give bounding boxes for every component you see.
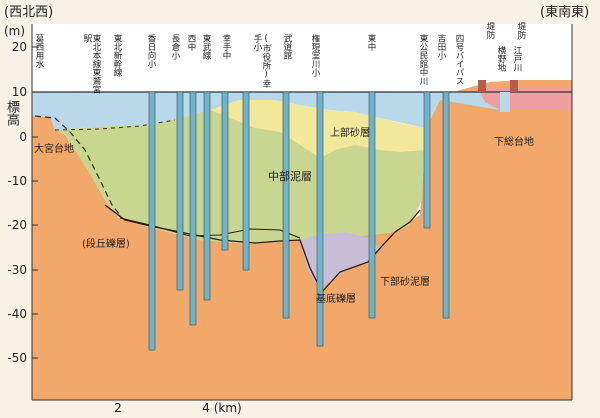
well-label: 吉田小 — [436, 34, 446, 60]
y-tick-label: -30 — [7, 263, 27, 277]
well-label: 東北本線東鷲宮駅 — [82, 34, 101, 94]
y-tick-labels: 20 10 0 -10 -20 -30 -40 -50 — [7, 40, 27, 365]
well-label: 東中 — [366, 34, 376, 51]
dike-left — [478, 80, 486, 92]
x-tick-4: 4 (km) — [202, 401, 241, 414]
well-label: 四号バイパス — [454, 34, 464, 85]
layer-middle-mud: 中部泥層 — [268, 169, 312, 183]
y-axis-title: 標高 — [4, 100, 19, 126]
borehole-column — [203, 91, 211, 301]
surface-feature-label: 堤防 — [516, 22, 526, 39]
well-label: 葛西用水 — [34, 34, 44, 68]
borehole-column — [148, 91, 156, 351]
well-label: 西中 — [186, 34, 196, 51]
top-alluvium — [32, 92, 572, 130]
label-east: (東南東) — [540, 4, 589, 20]
layer-terrace: (段丘礫層) — [82, 237, 130, 250]
label-west: (西北西) — [4, 5, 53, 20]
y-tick-label: -20 — [7, 218, 27, 232]
well-label: 東公民館中川 — [418, 34, 428, 85]
well-label: 東武線 — [201, 34, 211, 60]
terrace-dash-upper — [54, 119, 176, 131]
surface-feature-label: 横野地 — [496, 46, 506, 72]
layer-omiya: 大宮台地 — [34, 142, 74, 155]
label-unit: (m) — [4, 24, 25, 38]
borehole-column — [176, 91, 184, 291]
y-tick-label: -40 — [7, 307, 27, 321]
y-tick-label: 10 — [12, 85, 27, 99]
y-tick-label: -10 — [7, 174, 27, 188]
layer-upper-sand: 上部砂層 — [330, 126, 370, 139]
borehole-column — [442, 91, 450, 319]
well-label: 香日向小 — [146, 34, 156, 68]
well-label: 東北新幹線 — [112, 34, 122, 77]
dike-right — [510, 80, 518, 92]
river-channel — [500, 92, 510, 112]
terrace-boundary — [34, 115, 121, 216]
surface-feature-label: 堤防 — [485, 22, 495, 39]
layer-shimousa: 下総台地 — [494, 135, 534, 148]
well-label: 武道館 — [282, 34, 292, 60]
y-grid — [32, 46, 38, 359]
layer-lower-sand-mud: 下部砂泥層 — [380, 275, 430, 288]
y-tick-label: 20 — [12, 40, 27, 54]
borehole-column — [282, 91, 290, 319]
well-label: 幸手中 — [221, 34, 231, 60]
borehole-column — [368, 91, 376, 319]
borehole-column — [221, 91, 229, 251]
well-label: 長倉小 — [170, 34, 180, 60]
borehole-column — [316, 91, 324, 347]
borehole-column — [423, 91, 431, 229]
borehole-column — [242, 91, 250, 271]
layer-basal-gravel: 基底礫層 — [316, 292, 356, 305]
boreholes — [148, 91, 450, 351]
well-label: 権現堂川小 — [310, 34, 320, 77]
borehole-column — [189, 91, 197, 326]
y-tick-label: -50 — [7, 351, 27, 365]
x-tick-2: 2 — [114, 401, 122, 414]
well-label: (市役所)幸手小 — [252, 34, 271, 88]
y-tick-label: 0 — [19, 130, 27, 144]
surface-feature-label: 江戸川 — [512, 46, 522, 72]
